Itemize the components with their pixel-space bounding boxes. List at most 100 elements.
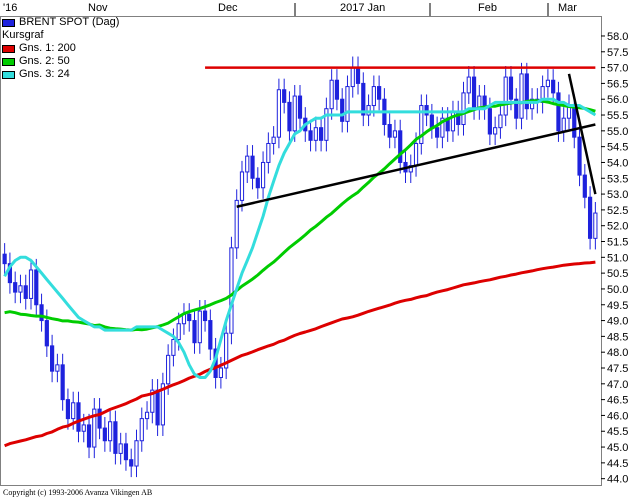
y-tick-label: 45.0 [607,442,628,454]
x-tick-label: '16 [3,2,17,14]
candle-body [108,421,113,442]
candle-body [334,79,340,100]
x-tick-label: Mar [558,2,577,14]
candle-body [350,67,355,88]
candle-body [197,310,202,344]
legend-swatch-price [2,18,15,27]
candle-body [519,73,524,119]
y-tick-label: 55.0 [607,126,628,138]
candle-body [192,320,197,344]
candle-body [171,339,176,356]
candle-body [282,89,287,103]
candle-body [461,92,466,126]
candle-body [86,424,92,448]
candle-body [123,443,129,461]
candle-body [239,171,245,201]
candle-body [366,105,371,116]
plot-border [0,16,602,486]
candle-body [329,79,334,110]
candle-body [92,408,97,448]
candle-body [582,174,587,198]
candle-body [593,212,598,239]
candle-body [587,196,593,239]
legend: BRENT SPOT (Dag) Kursgraf Gns. 1: 200 Gn… [2,16,119,81]
legend-swatch-ma200 [2,44,15,53]
candle-body [266,142,271,163]
moving-averages [3,97,597,448]
y-tick-label: 46.5 [607,395,628,407]
legend-item-ma200: Gns. 1: 200 [2,42,119,55]
candle-body [440,117,445,138]
candle-body [308,130,313,141]
candle-body [529,98,535,110]
candle-body [234,199,239,249]
candle-body [139,418,144,442]
candle-body [166,354,171,385]
candle-body [55,364,60,372]
candle-body [176,323,181,341]
legend-label-ma50: Gns. 2: 50 [19,55,70,67]
candle-body [572,105,577,138]
candle-body [556,92,561,132]
legend-label-ma200: Gns. 1: 200 [19,42,76,54]
chart-title: BRENT SPOT (Dag) [19,16,120,28]
candle-body [34,269,39,306]
legend-subtitle-row: Kursgraf [2,29,119,42]
candle-body [429,114,434,129]
candles [2,56,598,478]
legend-item-ma50: Gns. 2: 50 [2,55,119,68]
candle-body [23,285,28,299]
legend-swatch-ma24 [2,70,15,79]
candle-body [102,427,107,442]
candle-body [577,136,582,176]
y-tick-label: 46.0 [607,410,628,422]
y-tick-label: 48.0 [607,347,628,359]
candle-body [13,282,18,293]
candle-body [208,320,213,350]
candle-body [398,130,403,163]
candle-body [76,402,81,432]
y-tick-label: 57.5 [607,47,628,59]
candle-body [44,320,49,347]
ma24-line [3,97,597,379]
y-tick-label: 47.0 [607,379,628,391]
candle-body [250,155,255,179]
y-tick-label: 57.0 [607,63,628,75]
candle-body [471,76,477,110]
candle-body [503,76,508,116]
x-tick-label: Dec [218,2,238,14]
candle-body [28,269,34,299]
y-tick-label: 45.5 [607,426,628,438]
support-line [236,123,596,208]
candle-body [134,440,139,467]
candle-body [150,389,155,413]
candle-body [561,117,566,132]
ma50-line [4,99,596,332]
candle-body [498,114,503,129]
candle-body [324,108,329,141]
copyright-text: Copyright (c) 1993-2006 Avanza Vikingen … [3,488,153,497]
candle-body [144,411,150,420]
y-tick-label: 51.0 [607,252,628,264]
candle-body [2,253,7,265]
trend-line [567,73,597,195]
x-tick-label: 2017 Jan [340,2,385,14]
candle-body [424,105,429,116]
candle-body [313,127,318,141]
candle-body [466,76,471,94]
candle-body [413,142,419,167]
candle-body [345,86,350,122]
x-axis: '16 Nov Dec 2017 Jan Feb Mar [3,2,577,16]
candle-body [7,263,13,284]
candle-body [60,364,65,401]
candle-body [39,304,44,322]
candle-body [65,399,71,420]
y-tick-label: 55.5 [607,110,628,122]
candle-body [113,421,118,454]
y-tick-label: 53.5 [607,173,628,185]
y-tick-label: 47.5 [607,363,628,375]
candle-body [187,313,192,322]
y-axis: 44.0 44.5 45.0 45.5 46.0 46.5 47.0 47.5 48.0 48.5… [601,31,628,486]
y-tick-label: 56.0 [607,94,628,106]
